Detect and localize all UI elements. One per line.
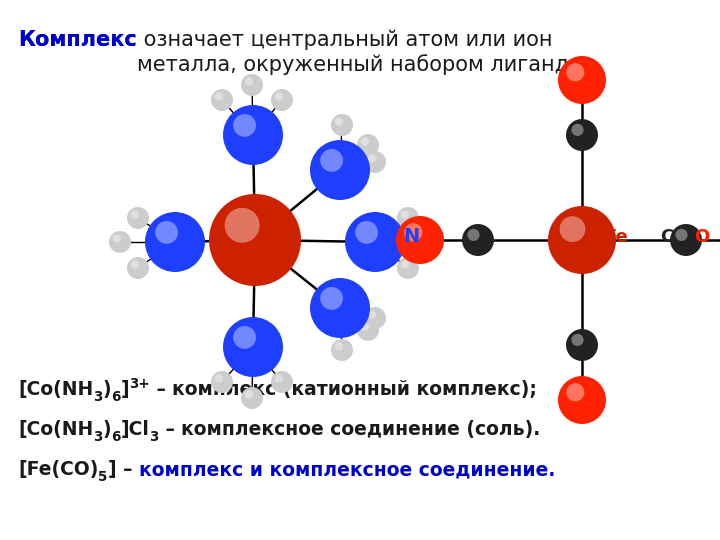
- Circle shape: [156, 221, 178, 244]
- Circle shape: [404, 223, 423, 241]
- Circle shape: [361, 322, 369, 330]
- Circle shape: [368, 310, 376, 319]
- Circle shape: [211, 371, 233, 393]
- Text: [Co(NH: [Co(NH: [18, 380, 94, 399]
- Circle shape: [364, 307, 386, 329]
- Text: 3: 3: [150, 430, 159, 444]
- Circle shape: [396, 216, 444, 264]
- Circle shape: [215, 92, 223, 100]
- Text: –: –: [150, 380, 172, 399]
- Text: Fe: Fe: [604, 228, 628, 246]
- Circle shape: [241, 387, 263, 409]
- Circle shape: [241, 74, 263, 96]
- Circle shape: [211, 89, 233, 111]
- Circle shape: [223, 317, 283, 377]
- Circle shape: [271, 371, 293, 393]
- Circle shape: [245, 77, 253, 86]
- Circle shape: [310, 140, 370, 200]
- Circle shape: [364, 151, 386, 173]
- Circle shape: [331, 339, 353, 361]
- Circle shape: [320, 149, 343, 172]
- Text: ]: ]: [121, 380, 130, 399]
- Text: 3: 3: [94, 430, 103, 444]
- Circle shape: [271, 89, 293, 111]
- Circle shape: [418, 234, 426, 242]
- Text: комплексное соединение (соль).: комплексное соединение (соль).: [181, 420, 541, 439]
- Circle shape: [368, 154, 376, 163]
- Circle shape: [145, 212, 205, 272]
- Text: [Fe(CO): [Fe(CO): [18, 460, 99, 479]
- Circle shape: [675, 229, 688, 241]
- Circle shape: [467, 229, 480, 241]
- Circle shape: [670, 224, 702, 256]
- Circle shape: [335, 117, 343, 126]
- Circle shape: [361, 137, 369, 146]
- Circle shape: [113, 234, 121, 242]
- Circle shape: [233, 114, 256, 137]
- Circle shape: [559, 216, 585, 242]
- Text: 5: 5: [99, 470, 108, 484]
- Circle shape: [357, 319, 379, 341]
- Text: –: –: [159, 420, 181, 439]
- Circle shape: [209, 194, 301, 286]
- Circle shape: [275, 374, 283, 383]
- Text: C: C: [660, 228, 673, 246]
- Text: означает центральный атом или ион
металла, окруженный набором лигандов.: означает центральный атом или ион металл…: [137, 30, 600, 75]
- Text: ): ): [103, 380, 112, 399]
- Circle shape: [310, 278, 370, 338]
- Circle shape: [215, 374, 223, 383]
- Circle shape: [357, 134, 379, 156]
- Text: ]Cl: ]Cl: [121, 420, 150, 439]
- Text: ] –: ] –: [108, 460, 139, 479]
- Text: 3+: 3+: [130, 377, 150, 391]
- Circle shape: [245, 390, 253, 399]
- Text: N: N: [403, 227, 419, 246]
- Circle shape: [572, 334, 584, 346]
- Circle shape: [320, 287, 343, 310]
- Circle shape: [127, 257, 149, 279]
- Circle shape: [572, 124, 584, 136]
- Circle shape: [223, 105, 283, 165]
- Circle shape: [566, 383, 585, 401]
- Circle shape: [225, 208, 260, 243]
- Circle shape: [233, 326, 256, 349]
- Text: комплекс и комплексное соединение.: комплекс и комплексное соединение.: [139, 460, 555, 479]
- Circle shape: [331, 114, 353, 136]
- Circle shape: [566, 63, 585, 82]
- Circle shape: [109, 231, 131, 253]
- Circle shape: [414, 231, 436, 253]
- Circle shape: [355, 221, 378, 244]
- Text: Co: Co: [273, 226, 301, 245]
- Circle shape: [566, 329, 598, 361]
- Text: комплекс (катионный комплекс);: комплекс (катионный комплекс);: [172, 380, 537, 399]
- Circle shape: [548, 206, 616, 274]
- Text: Комплекс: Комплекс: [18, 30, 137, 50]
- Circle shape: [345, 212, 405, 272]
- Text: 6: 6: [112, 430, 121, 444]
- Circle shape: [401, 210, 409, 219]
- Text: Комплекс: Комплекс: [18, 30, 137, 50]
- Circle shape: [131, 260, 139, 269]
- Text: ): ): [103, 420, 112, 439]
- Circle shape: [566, 119, 598, 151]
- Circle shape: [131, 210, 139, 219]
- Circle shape: [558, 376, 606, 424]
- Text: 6: 6: [112, 390, 121, 404]
- Circle shape: [275, 92, 283, 100]
- Text: O: O: [694, 228, 709, 246]
- Text: 3: 3: [94, 390, 103, 404]
- Circle shape: [558, 56, 606, 104]
- Text: [Co(NH: [Co(NH: [18, 420, 94, 439]
- Circle shape: [462, 224, 494, 256]
- Circle shape: [397, 207, 419, 229]
- Circle shape: [127, 207, 149, 229]
- Circle shape: [401, 260, 409, 269]
- Circle shape: [335, 342, 343, 350]
- Circle shape: [397, 257, 419, 279]
